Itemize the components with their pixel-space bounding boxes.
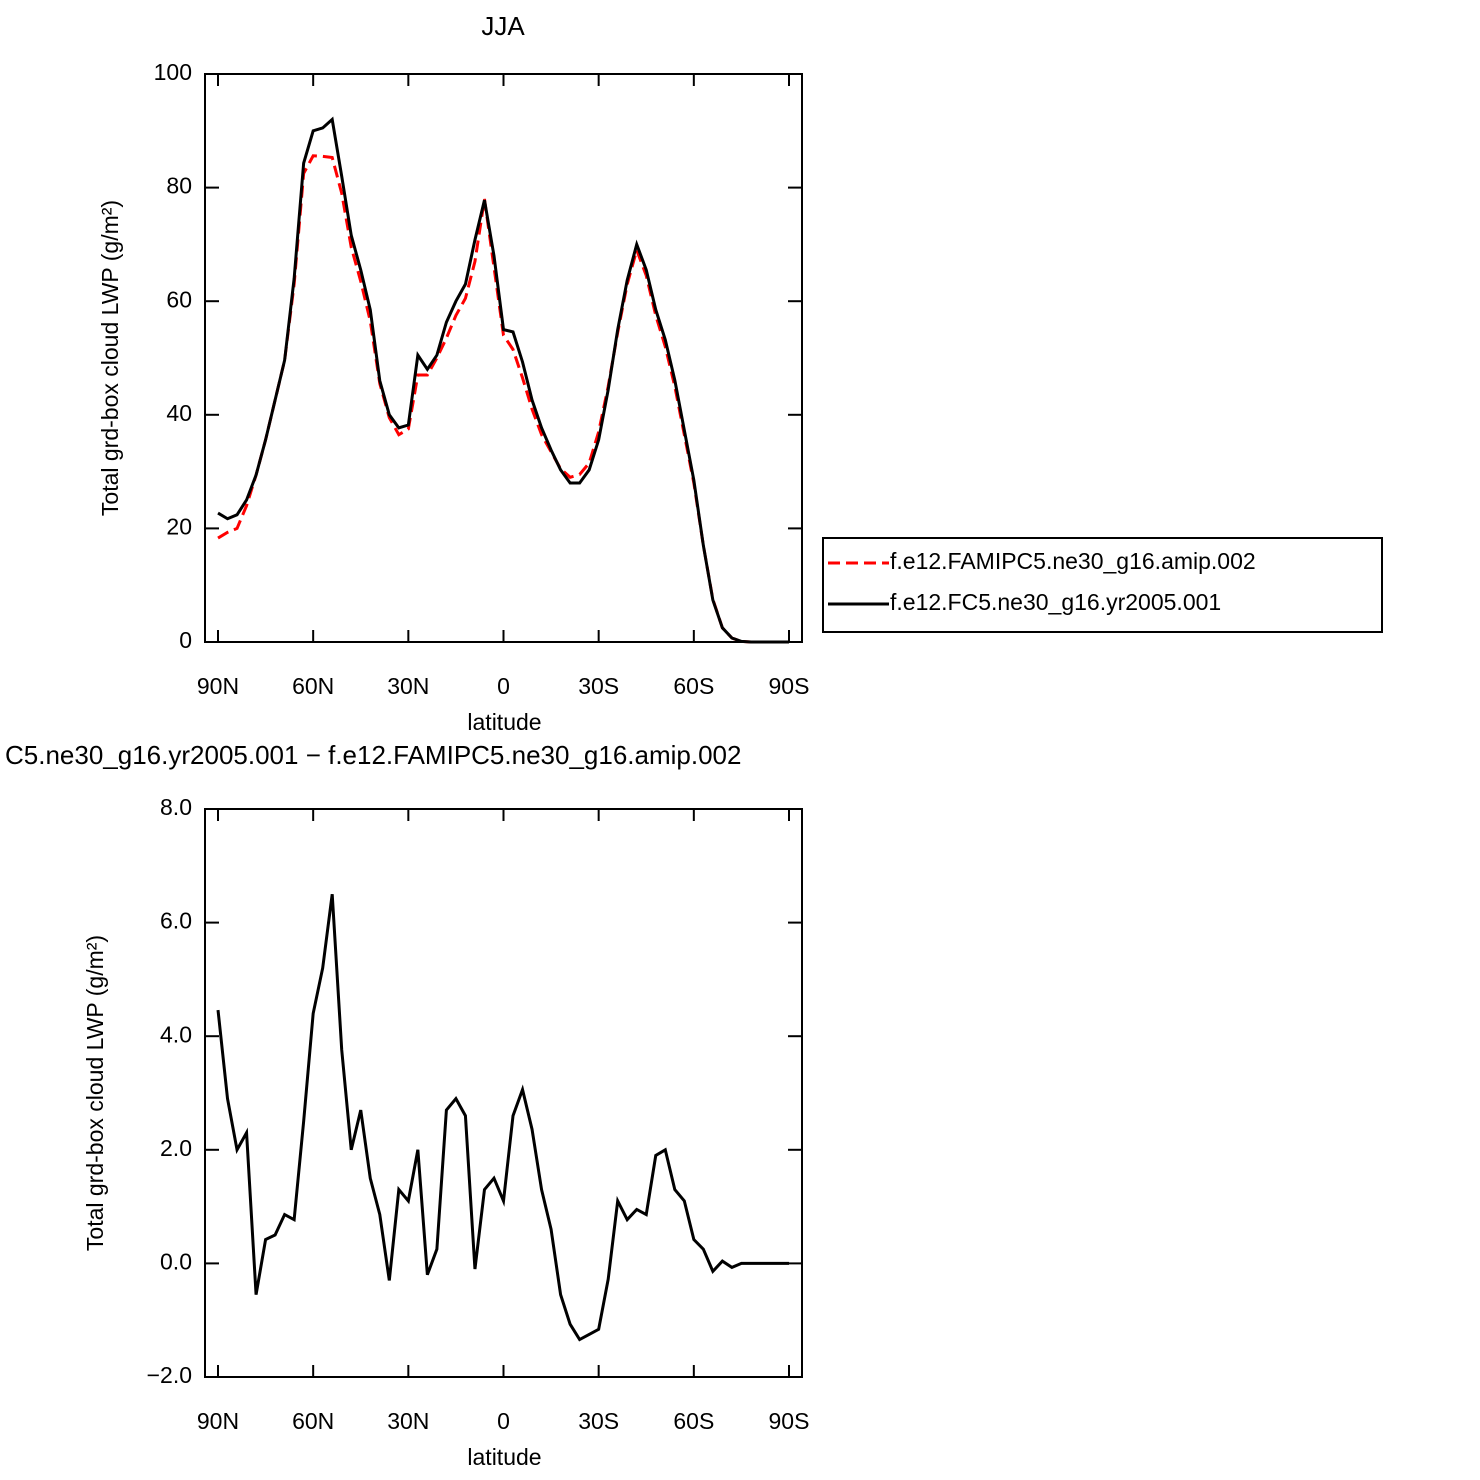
x-axis-label: latitude	[467, 1444, 541, 1470]
y-tick-label: 0	[179, 627, 192, 653]
x-tick-label: 60S	[673, 673, 714, 699]
plot-frame	[204, 73, 803, 643]
legend-label: f.e12.FAMIPC5.ne30_g16.amip.002	[890, 548, 1256, 574]
x-tick-label: 30N	[387, 673, 429, 699]
y-tick-label: 8.0	[160, 794, 192, 820]
y-tick-label: 6.0	[160, 908, 192, 934]
legend-box	[822, 537, 1383, 633]
legend-label: f.e12.FC5.ne30_g16.yr2005.001	[890, 589, 1221, 615]
chart-title: JJA	[481, 11, 525, 41]
y-tick-label: 60	[166, 286, 192, 312]
y-axis-label: Total grd-box cloud LWP (g/m²)	[97, 200, 123, 516]
x-tick-label: 60S	[673, 1408, 714, 1434]
data-line	[216, 894, 789, 1342]
x-tick-label: 90N	[197, 1408, 239, 1434]
y-axis-label: Total grd-box cloud LWP (g/m²)	[82, 935, 108, 1251]
y-tick-label: 40	[166, 400, 192, 426]
x-axis-label: latitude	[467, 709, 541, 735]
data-line	[217, 154, 789, 644]
x-tick-label: 30S	[578, 673, 619, 699]
x-tick-label: 60N	[292, 673, 334, 699]
x-tick-label: 0	[497, 673, 510, 699]
x-tick-label: 30N	[387, 1408, 429, 1434]
x-tick-label: 0	[497, 1408, 510, 1434]
x-tick-label: 30S	[578, 1408, 619, 1434]
y-tick-label: 100	[154, 59, 192, 85]
plot-frame	[204, 808, 803, 1378]
y-tick-label: 80	[166, 173, 192, 199]
chart-title: C5.ne30_g16.yr2005.001 − f.e12.FAMIPC5.n…	[5, 740, 741, 770]
x-tick-label: 90N	[197, 673, 239, 699]
y-tick-label: 20	[166, 513, 192, 539]
y-tick-label: 4.0	[160, 1021, 192, 1047]
y-tick-label: 2.0	[160, 1135, 192, 1161]
y-tick-label: −2.0	[147, 1362, 192, 1388]
y-tick-label: 0.0	[160, 1248, 192, 1274]
x-tick-label: 60N	[292, 1408, 334, 1434]
x-tick-label: 90S	[769, 1408, 810, 1434]
data-line	[217, 116, 789, 644]
x-tick-label: 90S	[769, 673, 810, 699]
